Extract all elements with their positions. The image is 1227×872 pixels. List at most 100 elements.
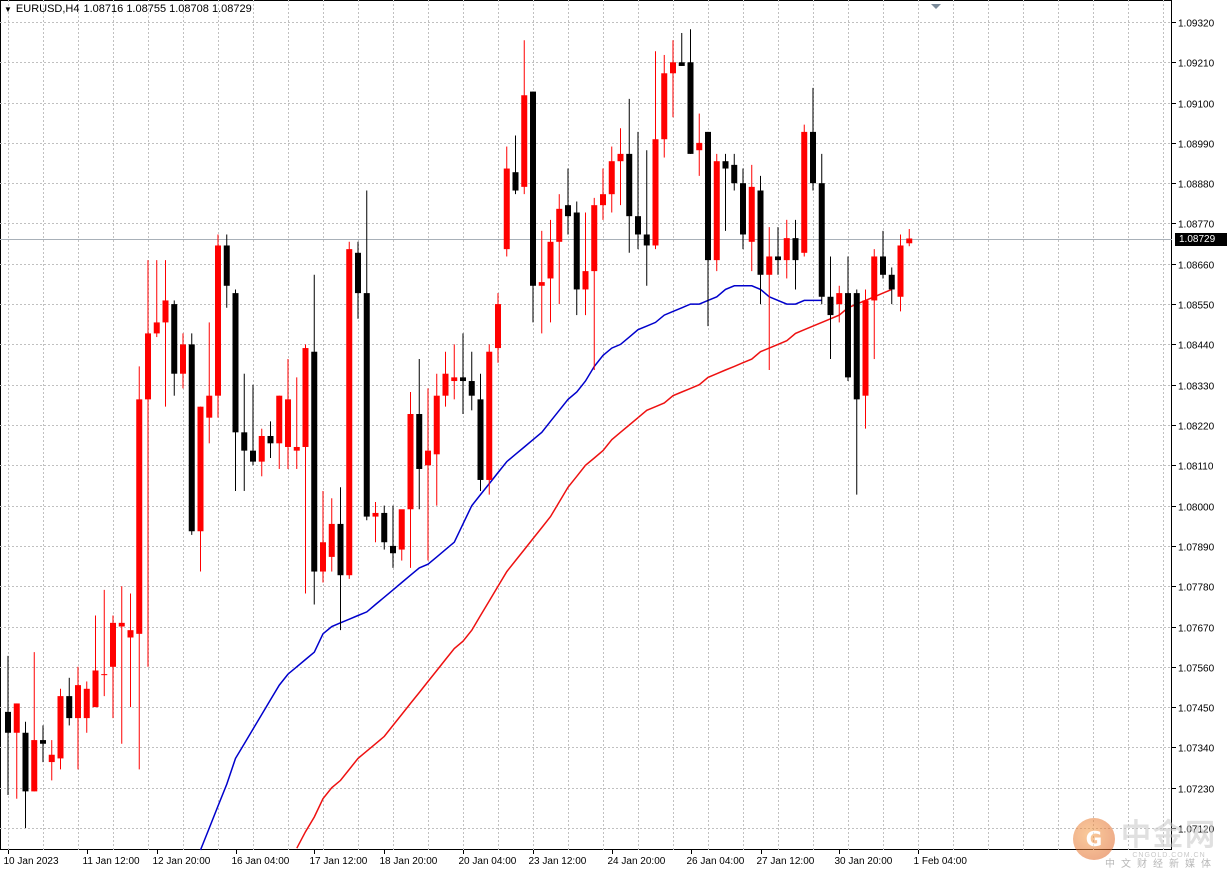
candle-body [468,381,475,396]
candle-body [521,95,528,187]
candle-body [538,282,545,286]
candle-body [591,205,598,272]
candle-body [302,348,309,447]
candle-body [880,256,886,275]
candle-body [171,304,178,374]
candle-body [862,300,869,396]
candle-body [180,344,186,374]
moving-average-fast [199,285,822,851]
chart-header: ▼ EURUSD,H4 1.08716 1.08755 1.08708 1.08… [4,3,252,15]
candle-body [398,509,405,550]
candle-body [118,622,125,627]
candle-body [617,153,624,162]
candle-body [888,274,895,290]
candle-body [337,523,344,576]
y-tick-label: 1.09210 [1178,59,1215,70]
candle-body [530,91,536,286]
x-tick-label: 18 Jan 20:00 [380,856,438,867]
x-tick-label: 27 Jan 12:00 [757,856,815,867]
chart-shift-marker-icon [931,4,941,9]
candle-body [810,131,816,184]
y-tick-label: 1.08440 [1178,341,1215,352]
candle-body [713,161,720,261]
watermark-brand: 中金网 [1121,817,1217,853]
candle-body [748,186,755,242]
x-tick-label: 12 Jan 20:00 [153,856,211,867]
candle-body [477,399,484,480]
candle-body [845,293,851,378]
candle-body [556,208,563,242]
candle-body [678,62,685,66]
candle-body [696,142,703,151]
y-tick-label: 1.08330 [1178,382,1215,393]
candle-body [906,238,913,244]
candle-body [853,293,860,400]
current-price-tag: 1.08729 [1175,233,1227,246]
candle-body [783,238,790,261]
y-tick-label: 1.08110 [1178,462,1214,473]
candle-body [22,732,29,792]
candle-body [836,293,843,305]
candle-body [792,238,799,261]
x-tick-label: 16 Jan 04:00 [232,856,290,867]
candle-body [346,249,353,576]
candle-body [390,545,396,554]
y-tick-label: 1.07230 [1178,785,1215,796]
candle-body [92,670,99,708]
x-tick-label: 30 Jan 20:00 [835,856,893,867]
candle-body [460,377,466,382]
y-tick-label: 1.07120 [1178,825,1215,836]
candle-body [372,512,379,517]
candle-body [127,630,134,638]
x-tick-label: 11 Jan 12:00 [83,856,141,867]
candle-body [643,234,650,246]
candle-body [827,296,834,316]
candle-body [223,245,230,286]
y-tick-label: 1.07560 [1178,664,1215,675]
candle-body [573,212,580,290]
y-tick-label: 1.07890 [1178,543,1215,554]
symbol-menu-arrow-icon[interactable]: ▼ [4,4,12,14]
candle-body [425,450,431,466]
symbol-label: EURUSD,H4 [15,3,80,15]
candle-body [31,740,38,792]
y-tick-label: 1.08990 [1178,140,1215,151]
candle-body [153,322,160,334]
candle-body [241,432,248,451]
candle-body [5,711,11,733]
candle-body [407,414,414,510]
x-tick-label: 20 Jan 04:00 [459,856,517,867]
candle-body [110,622,116,667]
candle-body [48,754,55,763]
candle-body [363,293,370,517]
candle-body [687,62,694,154]
candle-body [635,216,641,235]
candle-body [285,399,291,447]
candle-body [145,333,151,400]
candle-body [40,740,46,744]
candle-body [267,435,274,444]
candle-body [495,304,501,349]
candle-body [215,245,221,396]
candle-body [705,131,711,261]
y-tick-label: 1.07450 [1178,704,1215,715]
candle-body [661,73,668,140]
candle-body [320,542,326,572]
candle-body [433,395,440,455]
candle-body [871,256,878,301]
candle-body [512,172,519,191]
candle-body [740,183,746,235]
candle-body [486,351,493,480]
candle-body [381,512,388,543]
candle-body [775,256,781,261]
x-tick-label: 24 Jan 20:00 [608,856,666,867]
candle-body [355,252,361,294]
y-tick-label: 1.08220 [1178,422,1215,433]
candle-body [232,293,239,433]
candle-body [250,450,256,462]
candle-body [66,696,73,719]
candle-body [722,161,729,169]
y-tick-label: 1.07340 [1178,744,1215,755]
y-tick-label: 1.08000 [1178,503,1215,514]
